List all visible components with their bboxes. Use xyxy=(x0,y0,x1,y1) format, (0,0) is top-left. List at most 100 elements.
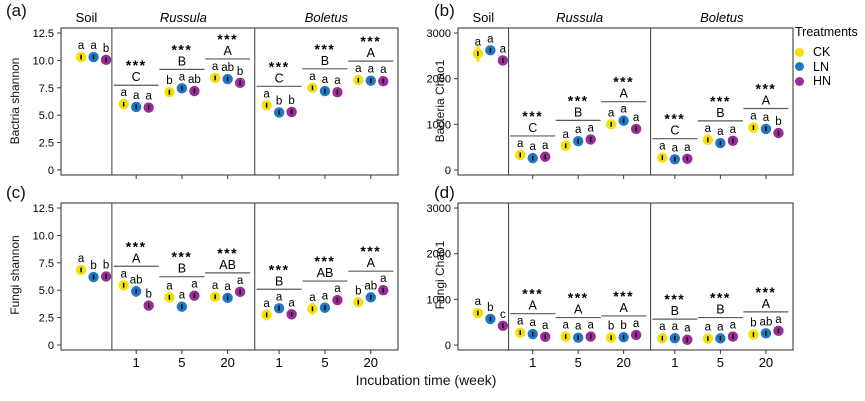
legend-item-label: HN xyxy=(813,74,832,89)
svg-text:20: 20 xyxy=(364,355,378,370)
panel-a-ylabel: Bactria shannon xyxy=(8,57,22,145)
svg-text:a: a xyxy=(608,107,615,119)
svg-text:a: a xyxy=(78,40,85,52)
svg-text:2000: 2000 xyxy=(427,249,451,261)
svg-text:a: a xyxy=(705,123,712,135)
svg-text:c: c xyxy=(500,309,506,321)
svg-text:a: a xyxy=(334,283,341,295)
svg-text:ab: ab xyxy=(221,62,234,74)
svg-text:a: a xyxy=(212,61,219,73)
svg-text:A: A xyxy=(574,303,583,317)
svg-text:2.5: 2.5 xyxy=(39,138,54,150)
svg-text:C: C xyxy=(670,124,679,138)
svg-text:2.5: 2.5 xyxy=(39,313,54,325)
svg-text:a: a xyxy=(587,122,594,134)
svg-text:C: C xyxy=(132,70,141,84)
svg-text:a: a xyxy=(500,43,507,55)
svg-text:a: a xyxy=(684,142,691,154)
svg-text:b: b xyxy=(775,116,781,128)
svg-text:A: A xyxy=(367,46,376,60)
svg-text:C: C xyxy=(528,121,537,135)
svg-text:12.5: 12.5 xyxy=(33,28,54,40)
svg-text:a: a xyxy=(90,40,97,52)
svg-text:b: b xyxy=(750,317,756,329)
svg-text:***: *** xyxy=(217,31,238,47)
svg-text:1: 1 xyxy=(276,355,283,370)
ck-marker-icon xyxy=(795,47,804,57)
svg-text:a: a xyxy=(659,141,666,153)
svg-text:a: a xyxy=(763,112,770,124)
svg-text:a: a xyxy=(276,291,283,303)
svg-text:a: a xyxy=(672,142,679,154)
svg-text:a: a xyxy=(575,321,582,333)
svg-text:***: *** xyxy=(171,249,192,265)
svg-text:***: *** xyxy=(269,58,290,74)
svg-text:***: *** xyxy=(710,290,731,306)
svg-text:a: a xyxy=(517,316,524,328)
svg-text:a: a xyxy=(322,74,329,86)
svg-text:a: a xyxy=(179,290,186,302)
svg-text:***: *** xyxy=(664,111,685,127)
svg-text:a: a xyxy=(191,279,198,291)
svg-text:5: 5 xyxy=(178,355,185,370)
svg-text:20: 20 xyxy=(759,355,773,370)
svg-text:B: B xyxy=(275,274,283,288)
svg-text:***: *** xyxy=(360,243,381,259)
svg-text:a: a xyxy=(633,318,640,330)
legend-item-label: LN xyxy=(813,59,829,74)
svg-text:10.0: 10.0 xyxy=(33,230,54,242)
svg-text:1000: 1000 xyxy=(427,119,451,131)
panel-d-ylabel: Fungi Chao1 xyxy=(433,240,447,310)
panel-c-ylabel: Fungi shannon xyxy=(8,235,22,315)
panel-c-label: (c) xyxy=(6,183,26,202)
svg-text:a: a xyxy=(334,75,341,87)
svg-text:a: a xyxy=(562,320,569,332)
svg-text:1: 1 xyxy=(529,355,536,370)
svg-text:***: *** xyxy=(756,284,777,300)
svg-text:1: 1 xyxy=(671,355,678,370)
legend-item-ln: LN xyxy=(795,60,858,75)
svg-text:a: a xyxy=(659,321,666,333)
svg-text:a: a xyxy=(530,141,537,153)
svg-text:B: B xyxy=(716,303,724,317)
svg-text:B: B xyxy=(716,106,724,120)
svg-text:Soil: Soil xyxy=(76,10,98,25)
svg-text:a: a xyxy=(530,317,537,329)
svg-text:0: 0 xyxy=(445,165,451,177)
svg-text:A: A xyxy=(529,299,538,313)
svg-text:b: b xyxy=(103,260,109,272)
svg-text:***: *** xyxy=(568,92,589,108)
legend-item-hn: HN xyxy=(795,74,858,89)
svg-text:***: *** xyxy=(217,245,238,261)
svg-text:***: *** xyxy=(613,288,634,304)
svg-text:a: a xyxy=(224,281,231,293)
svg-text:a: a xyxy=(633,112,640,124)
svg-text:a: a xyxy=(380,64,387,76)
svg-text:ab: ab xyxy=(130,274,143,286)
svg-text:3000: 3000 xyxy=(427,203,451,215)
svg-text:a: a xyxy=(380,273,387,285)
svg-text:a: a xyxy=(120,268,127,280)
svg-text:5: 5 xyxy=(717,355,724,370)
svg-text:a: a xyxy=(133,90,140,102)
svg-text:***: *** xyxy=(522,108,543,124)
svg-text:AB: AB xyxy=(219,258,236,272)
svg-text:***: *** xyxy=(315,253,336,269)
svg-text:a: a xyxy=(237,275,244,287)
panel-b-ylabel: Bacteria Chao1 xyxy=(433,59,447,143)
svg-text:b: b xyxy=(608,321,614,333)
legend-item-ck: CK xyxy=(795,45,858,60)
svg-text:3000: 3000 xyxy=(427,28,451,40)
svg-text:b: b xyxy=(276,95,282,107)
svg-text:20: 20 xyxy=(220,355,234,370)
ln-marker-icon xyxy=(795,62,804,72)
legend-title: Treatments xyxy=(795,25,858,39)
svg-text:b: b xyxy=(103,43,109,55)
svg-text:5.0: 5.0 xyxy=(39,110,54,122)
svg-text:a: a xyxy=(730,320,737,332)
svg-text:2000: 2000 xyxy=(427,74,451,86)
svg-text:a: a xyxy=(263,88,270,100)
svg-text:a: a xyxy=(322,291,329,303)
svg-text:5: 5 xyxy=(575,355,582,370)
